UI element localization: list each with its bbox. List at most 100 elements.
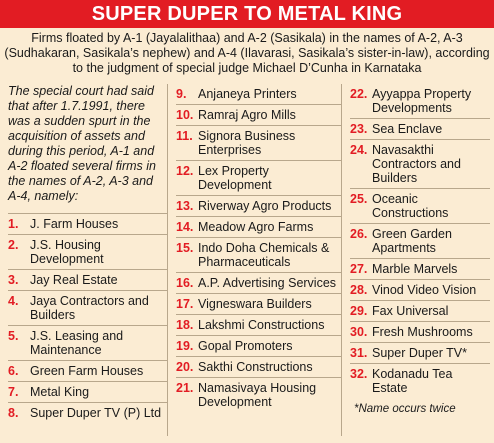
subtitle: Firms floated by A-1 (Jayalalithaa) and … <box>4 31 490 75</box>
firm-list-item: 15. Indo Doha Chemicals & Pharmaceuticals <box>176 238 341 273</box>
firm-number: 14. <box>176 220 194 234</box>
firm-name: Green Farm Houses <box>30 364 144 378</box>
firm-name: Anjaneya Printers <box>198 87 297 101</box>
firm-number: 20. <box>176 360 194 374</box>
firm-name: Indo Doha Chemicals & Pharmaceuticals <box>198 241 330 269</box>
firm-number: 1. <box>8 217 19 231</box>
firm-number: 28. <box>350 283 368 297</box>
firm-number: 4. <box>8 294 19 308</box>
firm-number: 6. <box>8 364 19 378</box>
firm-name: Ayyappa Property Developments <box>372 87 472 115</box>
firm-number: 16. <box>176 276 194 290</box>
firm-name: Navasakthi Contractors and Builders <box>372 143 461 185</box>
firm-name: Lakshmi Constructions <box>198 318 325 332</box>
firm-number: 23. <box>350 122 368 136</box>
firm-list-item: 27. Marble Marvels <box>350 259 490 280</box>
firm-list-item: 29. Fax Universal <box>350 301 490 322</box>
firm-number: 8. <box>8 406 19 420</box>
column-2: 9. Anjaneya Printers 10. Ramraj Agro Mills 1… <box>176 84 342 436</box>
firm-name: Fresh Mushrooms <box>372 325 473 339</box>
firm-list-item: 4. Jaya Contractors and Builders <box>8 291 167 326</box>
firm-list-item: 16. A.P. Advertising Services <box>176 273 341 294</box>
firm-number: 19. <box>176 339 194 353</box>
firm-list-item: 32. Kodanadu Tea Estate <box>350 364 490 398</box>
firm-number: 21. <box>176 381 194 395</box>
footnote: *Name occurs twice <box>354 403 456 415</box>
firm-list-1: 1. J. Farm Houses 2. J.S. Housing Developme… <box>8 214 167 423</box>
firm-list-item: 21. Namasivaya Housing Development <box>176 378 341 412</box>
firm-number: 30. <box>350 325 368 339</box>
firm-number: 17. <box>176 297 194 311</box>
firm-name: Vinod Video Vision <box>372 283 477 297</box>
intro-text: The special court had said that after 1.… <box>8 84 167 214</box>
firm-name: Oceanic Constructions <box>372 192 449 220</box>
column-1: The special court had said that after 1.… <box>8 84 168 436</box>
firm-list-item: 12. Lex Property Development <box>176 161 341 196</box>
firm-name: Metal King <box>30 385 90 399</box>
firm-number: 11. <box>176 129 193 143</box>
firm-list-item: 24. Navasakthi Contractors and Builders <box>350 140 490 189</box>
firm-name: J.S. Housing Development <box>30 238 104 266</box>
firm-name: Sea Enclave <box>372 122 443 136</box>
firm-name: Vigneswara Builders <box>198 297 312 311</box>
firm-list-3: 22. Ayyappa Property Developments 23. Sea E… <box>350 84 490 398</box>
firm-name: Super Duper TV (P) Ltd <box>30 406 162 420</box>
firm-list-item: 8. Super Duper TV (P) Ltd <box>8 403 167 423</box>
firm-list-item: 13. Riverway Agro Products <box>176 196 341 217</box>
firm-name: J. Farm Houses <box>30 217 119 231</box>
firm-number: 32. <box>350 367 368 381</box>
firm-number: 26. <box>350 227 368 241</box>
firm-number: 24. <box>350 143 368 157</box>
firm-list-item: 6. Green Farm Houses <box>8 361 167 382</box>
firm-list-item: 17. Vigneswara Builders <box>176 294 341 315</box>
firm-number: 5. <box>8 329 19 343</box>
firm-number: 3. <box>8 273 19 287</box>
firm-number: 13. <box>176 199 194 213</box>
firm-list-item: 14. Meadow Agro Farms <box>176 217 341 238</box>
firm-name: Sakthi Constructions <box>198 360 313 374</box>
firm-list-item: 18. Lakshmi Constructions <box>176 315 341 336</box>
firm-list-item: 7. Metal King <box>8 382 167 403</box>
firm-name: Gopal Promoters <box>198 339 293 353</box>
firm-list-item: 22. Ayyappa Property Developments <box>350 84 490 119</box>
firm-list-item: 5. J.S. Leasing and Maintenance <box>8 326 167 361</box>
firm-number: 29. <box>350 304 368 318</box>
firm-number: 7. <box>8 385 19 399</box>
firm-name: Jay Real Estate <box>30 273 118 287</box>
firm-list-item: 20. Sakthi Constructions <box>176 357 341 378</box>
firm-name: Fax Universal <box>372 304 449 318</box>
firm-number: 15. <box>176 241 194 255</box>
firm-list-item: 3. Jay Real Estate <box>8 270 167 291</box>
firm-name: Signora Business Enterprises <box>198 129 296 157</box>
firm-name: Riverway Agro Products <box>198 199 332 213</box>
firm-list-item: 19. Gopal Promoters <box>176 336 341 357</box>
firm-list-item: 26. Green Garden Apartments <box>350 224 490 259</box>
firm-number: 18. <box>176 318 194 332</box>
firm-list-item: 30. Fresh Mushrooms <box>350 322 490 343</box>
firm-number: 10. <box>176 108 194 122</box>
firm-name: Ramraj Agro Mills <box>198 108 296 122</box>
column-3: 22. Ayyappa Property Developments 23. Sea E… <box>350 84 490 436</box>
firm-list-2: 9. Anjaneya Printers 10. Ramraj Agro Mills 1… <box>176 84 341 412</box>
firm-list-item: 10. Ramraj Agro Mills <box>176 105 341 126</box>
firm-number: 12. <box>176 164 194 178</box>
firm-list-item: 11. Signora Business Enterprises <box>176 126 341 161</box>
firm-number: 25. <box>350 192 368 206</box>
firm-name: Namasivaya Housing Development <box>198 381 317 409</box>
firm-name: J.S. Leasing and Maintenance <box>30 329 124 357</box>
firm-list-item: 23. Sea Enclave <box>350 119 490 140</box>
firm-number: 2. <box>8 238 19 252</box>
firm-list-item: 1. J. Farm Houses <box>8 214 167 235</box>
firm-list-item: 2. J.S. Housing Development <box>8 235 167 270</box>
firm-name: Lex Property Development <box>198 164 272 192</box>
firm-number: 27. <box>350 262 368 276</box>
firm-name: Jaya Contractors and Builders <box>30 294 149 322</box>
firm-name: A.P. Advertising Services <box>198 276 337 290</box>
firm-list-item: 25. Oceanic Constructions <box>350 189 490 224</box>
firm-list-item: 28. Vinod Video Vision <box>350 280 490 301</box>
headline-banner: SUPER DUPER TO METAL KING <box>0 0 494 28</box>
firm-number: 9. <box>176 87 187 101</box>
firm-name: Green Garden Apartments <box>372 227 452 255</box>
firm-name: Kodanadu Tea Estate <box>372 367 453 395</box>
firm-list-item: 9. Anjaneya Printers <box>176 84 341 105</box>
